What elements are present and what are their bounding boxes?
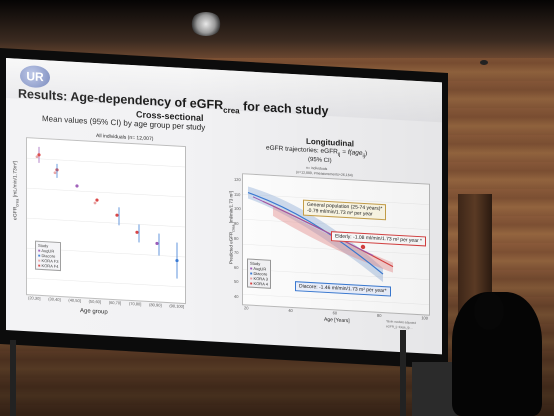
ceiling-sprinkler xyxy=(480,60,488,65)
right-chart-panel: General population (25-74 years)* -0.79 … xyxy=(242,173,430,316)
left-xlabel: Age group xyxy=(80,308,108,316)
data-point xyxy=(37,153,41,157)
lectern xyxy=(412,362,458,416)
data-point xyxy=(53,171,57,175)
legend-item: ■ KORA 4 xyxy=(250,280,268,287)
speaker-head xyxy=(474,292,504,330)
left-chart xyxy=(27,146,185,288)
projected-slide: UR Results: Age-dependency of eGFRcrea f… xyxy=(6,58,442,355)
data-point xyxy=(95,198,99,202)
screen-stand-left xyxy=(10,340,16,416)
right-xlabel: Age [Years] xyxy=(324,316,350,325)
trend-line-augur xyxy=(252,196,374,256)
data-point xyxy=(115,213,119,217)
left-chart-points xyxy=(35,146,179,279)
screen-stand-right xyxy=(400,330,406,416)
footnote-2: eGFR_ij: f(age_ij) ... xyxy=(386,324,413,330)
data-point xyxy=(75,184,79,188)
left-ylabel: eGFRcrea [mL/min/1.73m²] xyxy=(12,160,20,221)
ceiling-light xyxy=(190,12,222,36)
left-chart-panel: Study ■ AugUR ■ Diacore ■ KORA F3 ■ KORA… xyxy=(26,137,186,305)
data-point xyxy=(135,230,139,234)
right-ci-label: (95% CI) xyxy=(308,156,332,165)
right-ylabel: Predicted eGFRcrea [ml/min/1.73 m²] xyxy=(228,190,236,265)
data-point xyxy=(155,241,159,246)
right-legend: Study ■ AugUR ■ Diacore ■ KORA 3 ■ KORA … xyxy=(247,258,271,289)
marker-point xyxy=(360,244,366,250)
left-legend: Study ■ AugUR ■ Diacore ■ KORA F3 ■ KORA… xyxy=(35,240,62,272)
trend-line-diacore xyxy=(247,191,384,275)
data-point xyxy=(175,258,179,263)
data-point xyxy=(35,155,39,159)
data-point xyxy=(93,201,97,205)
ceiling xyxy=(0,0,554,58)
legend-item: ■ KORA F4 xyxy=(38,262,59,269)
